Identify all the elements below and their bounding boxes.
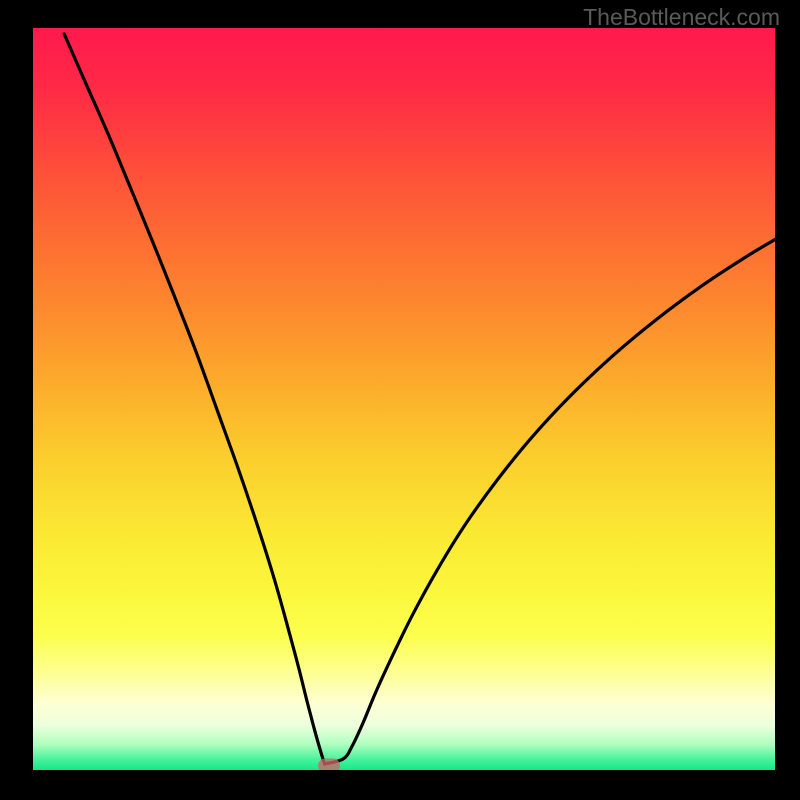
chart-container: TheBottleneck.com bbox=[0, 0, 800, 800]
bottleneck-chart bbox=[0, 0, 800, 800]
watermark-text: TheBottleneck.com bbox=[583, 4, 780, 31]
gradient-background bbox=[33, 28, 775, 770]
